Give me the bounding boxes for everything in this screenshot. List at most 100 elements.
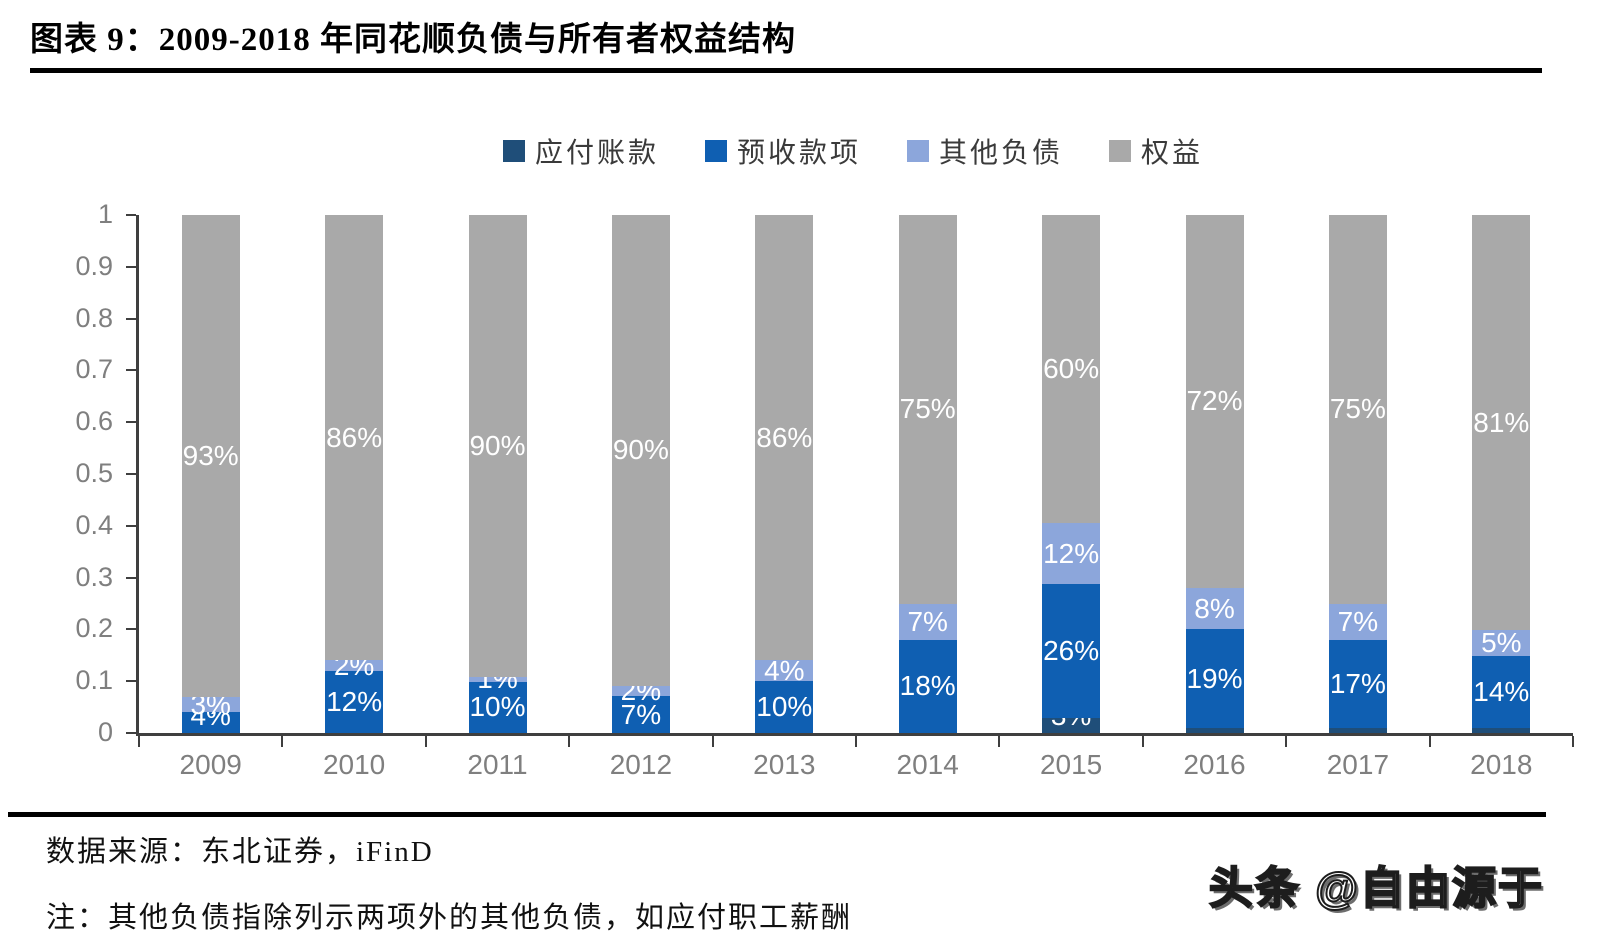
- x-axis-category-label: 2017: [1326, 749, 1390, 780]
- bar-segment: [898, 603, 957, 640]
- stacked-bar: 1%17%7%75%: [1328, 215, 1387, 733]
- bar-value-label: 26%: [1043, 634, 1100, 666]
- x-axis-category-label: 2012: [609, 749, 673, 780]
- x-axis-category-label: 2018: [1470, 749, 1533, 780]
- bar-segment: [611, 685, 670, 697]
- bar-value-label: 7%: [907, 605, 948, 637]
- stacked-bar: 10% 1% 90%: [468, 215, 527, 733]
- bar-segment: [1328, 727, 1387, 733]
- bar-value-label: 60%: [1043, 352, 1100, 384]
- bar-value-label: 19%: [1186, 662, 1243, 694]
- bar-segment: [1042, 522, 1101, 585]
- bar-value-label: 14%: [1473, 675, 1530, 707]
- y-axis-tick-label: 0: [97, 716, 113, 747]
- x-axis-tick: [424, 736, 427, 747]
- bar-segment: [755, 215, 814, 661]
- bar-segment: [1472, 656, 1531, 728]
- y-axis-tick-label: 0.8: [75, 302, 113, 333]
- x-axis-tick: [138, 736, 140, 747]
- bar-value-label: 93%: [182, 439, 239, 471]
- bar-value-label: 12%: [326, 685, 383, 717]
- x-axis-tick: [281, 736, 284, 747]
- bar-segment: [755, 660, 814, 682]
- bar-value-label: 18%: [899, 670, 956, 702]
- bar-segment: [755, 681, 814, 733]
- legend-label: 权益: [1141, 138, 1204, 169]
- x-axis-tick: [1428, 736, 1431, 747]
- stacked-bar: 3%26%12%60%: [1042, 215, 1101, 733]
- y-axis-tick: [126, 628, 136, 631]
- bar-segment: [611, 696, 670, 733]
- bar-segment: [1185, 587, 1244, 630]
- bar-value-label: 17%: [1329, 667, 1386, 699]
- bar-segment: [611, 215, 670, 686]
- legend-label: 预收款项: [736, 138, 861, 169]
- stacked-bar: 1%19%8%72%: [1185, 215, 1244, 733]
- legend-label: 其他负债: [939, 138, 1064, 169]
- watermark-text: 头条 @自由源于: [1208, 863, 1544, 914]
- y-axis-tick-label: 0.2: [75, 613, 113, 644]
- bar-segment: [1328, 639, 1387, 728]
- y-axis-tick-label: 0.4: [75, 509, 113, 540]
- y-axis-tick: [126, 680, 136, 683]
- bar-value-label: 7%: [1337, 605, 1379, 637]
- stacked-bar: 4% 3% 93%: [181, 215, 240, 733]
- bar-segment: [468, 681, 527, 733]
- bar-segment: [898, 639, 957, 733]
- y-axis-tick: [126, 524, 136, 527]
- bar-value-label: 12%: [1043, 537, 1100, 569]
- bar-segment: [1042, 584, 1101, 718]
- x-axis-tick: [998, 736, 1001, 747]
- legend-swatch-icon: [1109, 140, 1132, 162]
- bar-segment: [181, 712, 240, 733]
- x-axis-tick: [1285, 736, 1288, 747]
- bar-value-label: 90%: [469, 429, 526, 461]
- legend-swatch-icon: [907, 140, 929, 162]
- bar-value-label: 8%: [1194, 592, 1235, 624]
- x-axis-tick: [855, 736, 857, 747]
- legend-item: 权益: [1109, 131, 1203, 171]
- stacked-bar: 1%14%5%81%: [1472, 215, 1531, 733]
- bar-segment: [1328, 215, 1387, 604]
- stacked-bar: 10% 4% 86%: [755, 215, 814, 733]
- footnote-text: 注：其他负债指除列示两项外的其他负债，如应付职工薪酬: [46, 902, 853, 934]
- x-axis-category-label: 2010: [322, 749, 386, 780]
- y-axis-tick-label: 1: [97, 198, 113, 229]
- bar-segment: [1472, 215, 1531, 631]
- y-axis-tick-label: 0.9: [75, 250, 113, 281]
- x-axis-category-label: 2011: [467, 749, 528, 780]
- legend-item: 预收款项: [704, 131, 861, 171]
- x-axis-tick: [568, 736, 571, 747]
- bar-segment: [325, 215, 384, 661]
- legend-item: 应付账款: [502, 131, 659, 171]
- bar-segment: [1328, 603, 1387, 640]
- bar-segment: [1185, 727, 1244, 733]
- y-axis-tick-label: 0.6: [75, 406, 113, 437]
- bar-value-label: 75%: [899, 393, 956, 425]
- y-axis-tick: [126, 473, 136, 475]
- bar-segment: [468, 676, 527, 682]
- bar-value-label: 10%: [469, 691, 526, 723]
- bar-segment: [1472, 727, 1531, 733]
- legend-label: 应付账款: [534, 138, 659, 169]
- x-axis-category-label: 2016: [1183, 749, 1246, 780]
- legend-item: 其他负债: [907, 131, 1063, 171]
- bar-segment: [1472, 630, 1531, 657]
- bar-segment: [1185, 629, 1244, 728]
- y-axis-tick: [126, 317, 136, 320]
- y-axis-tick: [126, 421, 136, 424]
- y-axis-tick-label: 0.7: [75, 354, 113, 385]
- stacked-bar: 18% 7% 75%: [898, 215, 957, 733]
- x-axis-category-label: 2013: [753, 749, 816, 780]
- y-axis-tick-label: 0.1: [75, 665, 113, 696]
- bar-value-label: 5%: [1481, 627, 1522, 659]
- bar-value-label: 86%: [326, 421, 383, 453]
- bar-segment: [898, 215, 957, 604]
- bar-segment: [325, 670, 384, 733]
- bar-segment: [1185, 215, 1244, 588]
- data-source-text: 数据来源：东北证券，iFinD: [46, 836, 434, 868]
- bar-value-label: 72%: [1186, 385, 1243, 417]
- x-axis-category-label: 2015: [1039, 749, 1103, 780]
- bar-segment: [1042, 717, 1101, 733]
